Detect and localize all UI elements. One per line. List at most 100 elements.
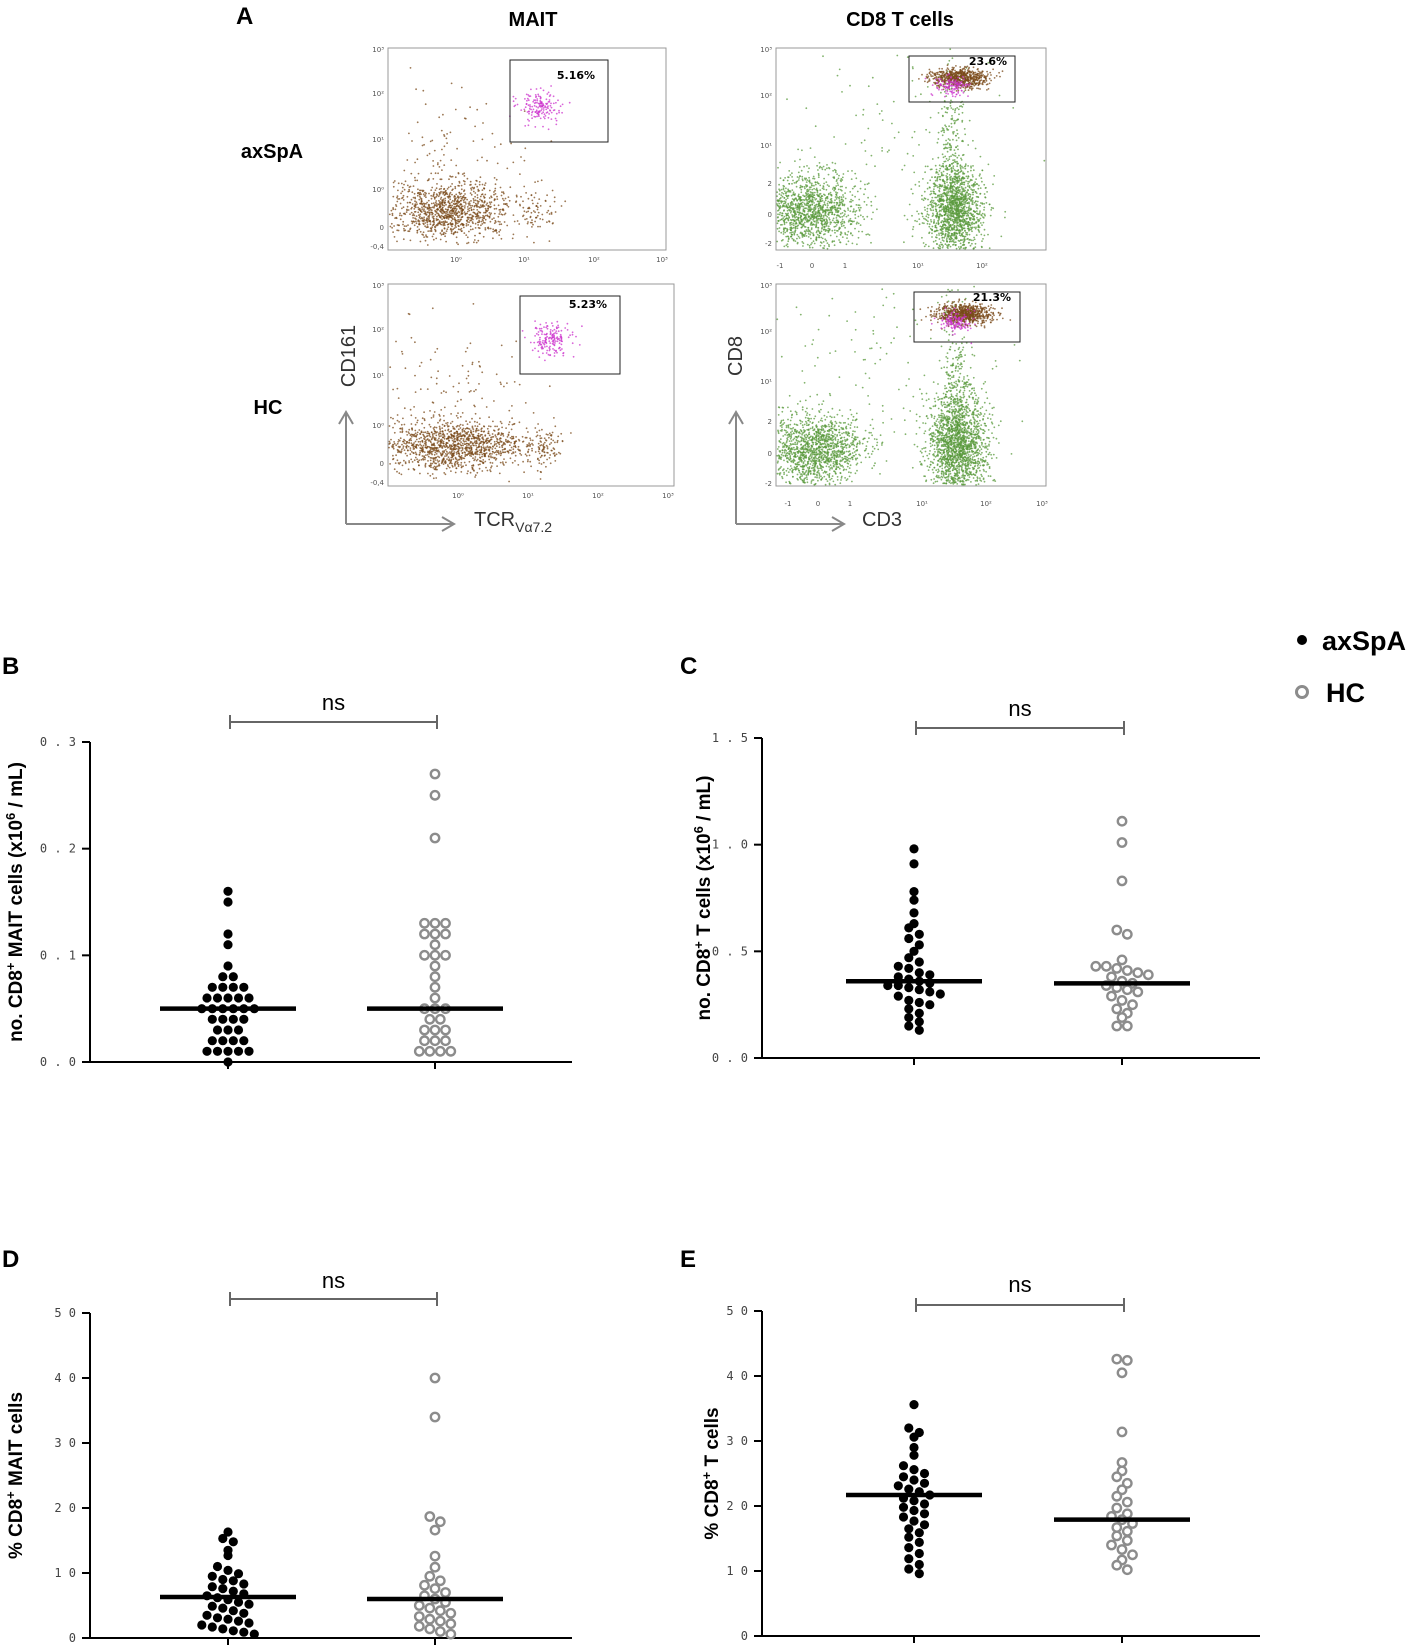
flow-event [532,444,534,446]
flow-event [455,458,458,461]
flow-event [441,169,443,172]
flow-event [831,229,834,232]
flow-event [969,212,972,215]
flow-event [445,216,448,219]
flow-event [487,430,490,433]
flow-event [779,219,782,221]
flow-event [499,420,502,423]
flow-event [428,152,431,155]
flow-event [477,224,479,226]
flow-event [433,198,436,200]
flow-event [787,176,789,179]
flow-event [835,198,838,200]
flow-event [409,434,412,437]
flow-event [428,446,431,448]
flow-event [459,432,462,434]
flow-event [819,184,822,187]
flow-event [545,112,548,114]
flow-event [392,454,394,457]
flow-event [555,101,557,104]
flow-event [498,213,501,215]
flow-event [555,453,558,456]
flow-event [405,211,408,214]
flow-event [526,222,529,225]
flow-event [455,414,458,417]
flow-event [422,222,425,225]
flow-event [420,450,423,452]
flow-event [398,450,401,453]
flow-event [445,240,447,243]
flow-event [783,202,785,205]
flow-event [956,165,959,168]
flow-event [416,443,419,446]
flow-event [545,322,547,324]
flow-event [828,185,830,188]
flow-event [494,183,497,186]
flow-event [408,188,410,191]
flow-event [537,423,539,425]
flow-event [481,470,484,472]
flow-event [410,439,413,442]
flow-event [471,228,474,231]
flow-event [450,433,453,436]
flow-event [540,330,543,332]
flow-event [466,177,469,180]
flow-event [797,202,800,205]
flow-event [808,206,810,209]
flow-event [828,202,831,204]
flow-event [436,459,439,461]
flow-event [410,207,413,210]
flow-event [442,457,445,460]
flow-event [794,240,797,243]
flow-event [491,433,494,435]
flow-event [544,346,546,348]
flow-event [495,178,498,181]
flow-event [840,201,843,204]
flow-event [785,214,788,217]
flow-event [467,370,470,373]
flow-event [850,198,852,201]
flow-event [439,159,442,162]
flow-event [498,472,501,475]
flow-event [930,203,933,206]
flow-event [438,214,441,217]
flow-event [953,226,956,229]
flow-event [555,330,558,332]
flow-event [455,438,458,441]
flow-event [491,218,494,221]
flow-event [825,214,827,217]
flow-event [454,465,456,467]
flow-event [546,345,548,348]
flow-event [531,449,533,452]
flow-event [460,455,463,457]
flow-event [502,208,505,211]
flow-event [474,195,476,198]
flow-event [490,201,493,204]
flow-event [512,100,515,103]
flow-event [418,429,421,431]
flow-event [421,136,424,139]
flow-event [527,221,529,223]
flow-event [828,243,830,246]
flow-event [542,107,545,109]
flow-event [456,147,458,150]
flow-event [974,246,977,249]
flow-event [560,336,563,339]
flow-event [812,208,815,211]
flow-event [942,245,944,247]
flow-event [455,467,458,470]
flow-event [816,191,819,194]
flow-event [537,211,540,214]
flow-event [544,106,547,109]
flow-event [452,453,455,455]
flow-event [472,197,475,200]
flow-event [453,208,456,210]
flow-event [401,448,403,451]
flow-event [797,216,800,219]
flow-event [784,177,786,179]
flow-event [549,342,552,344]
flow-event [981,212,984,215]
flow-event [512,445,515,448]
flow-event [813,156,816,159]
flow-event [561,111,563,114]
